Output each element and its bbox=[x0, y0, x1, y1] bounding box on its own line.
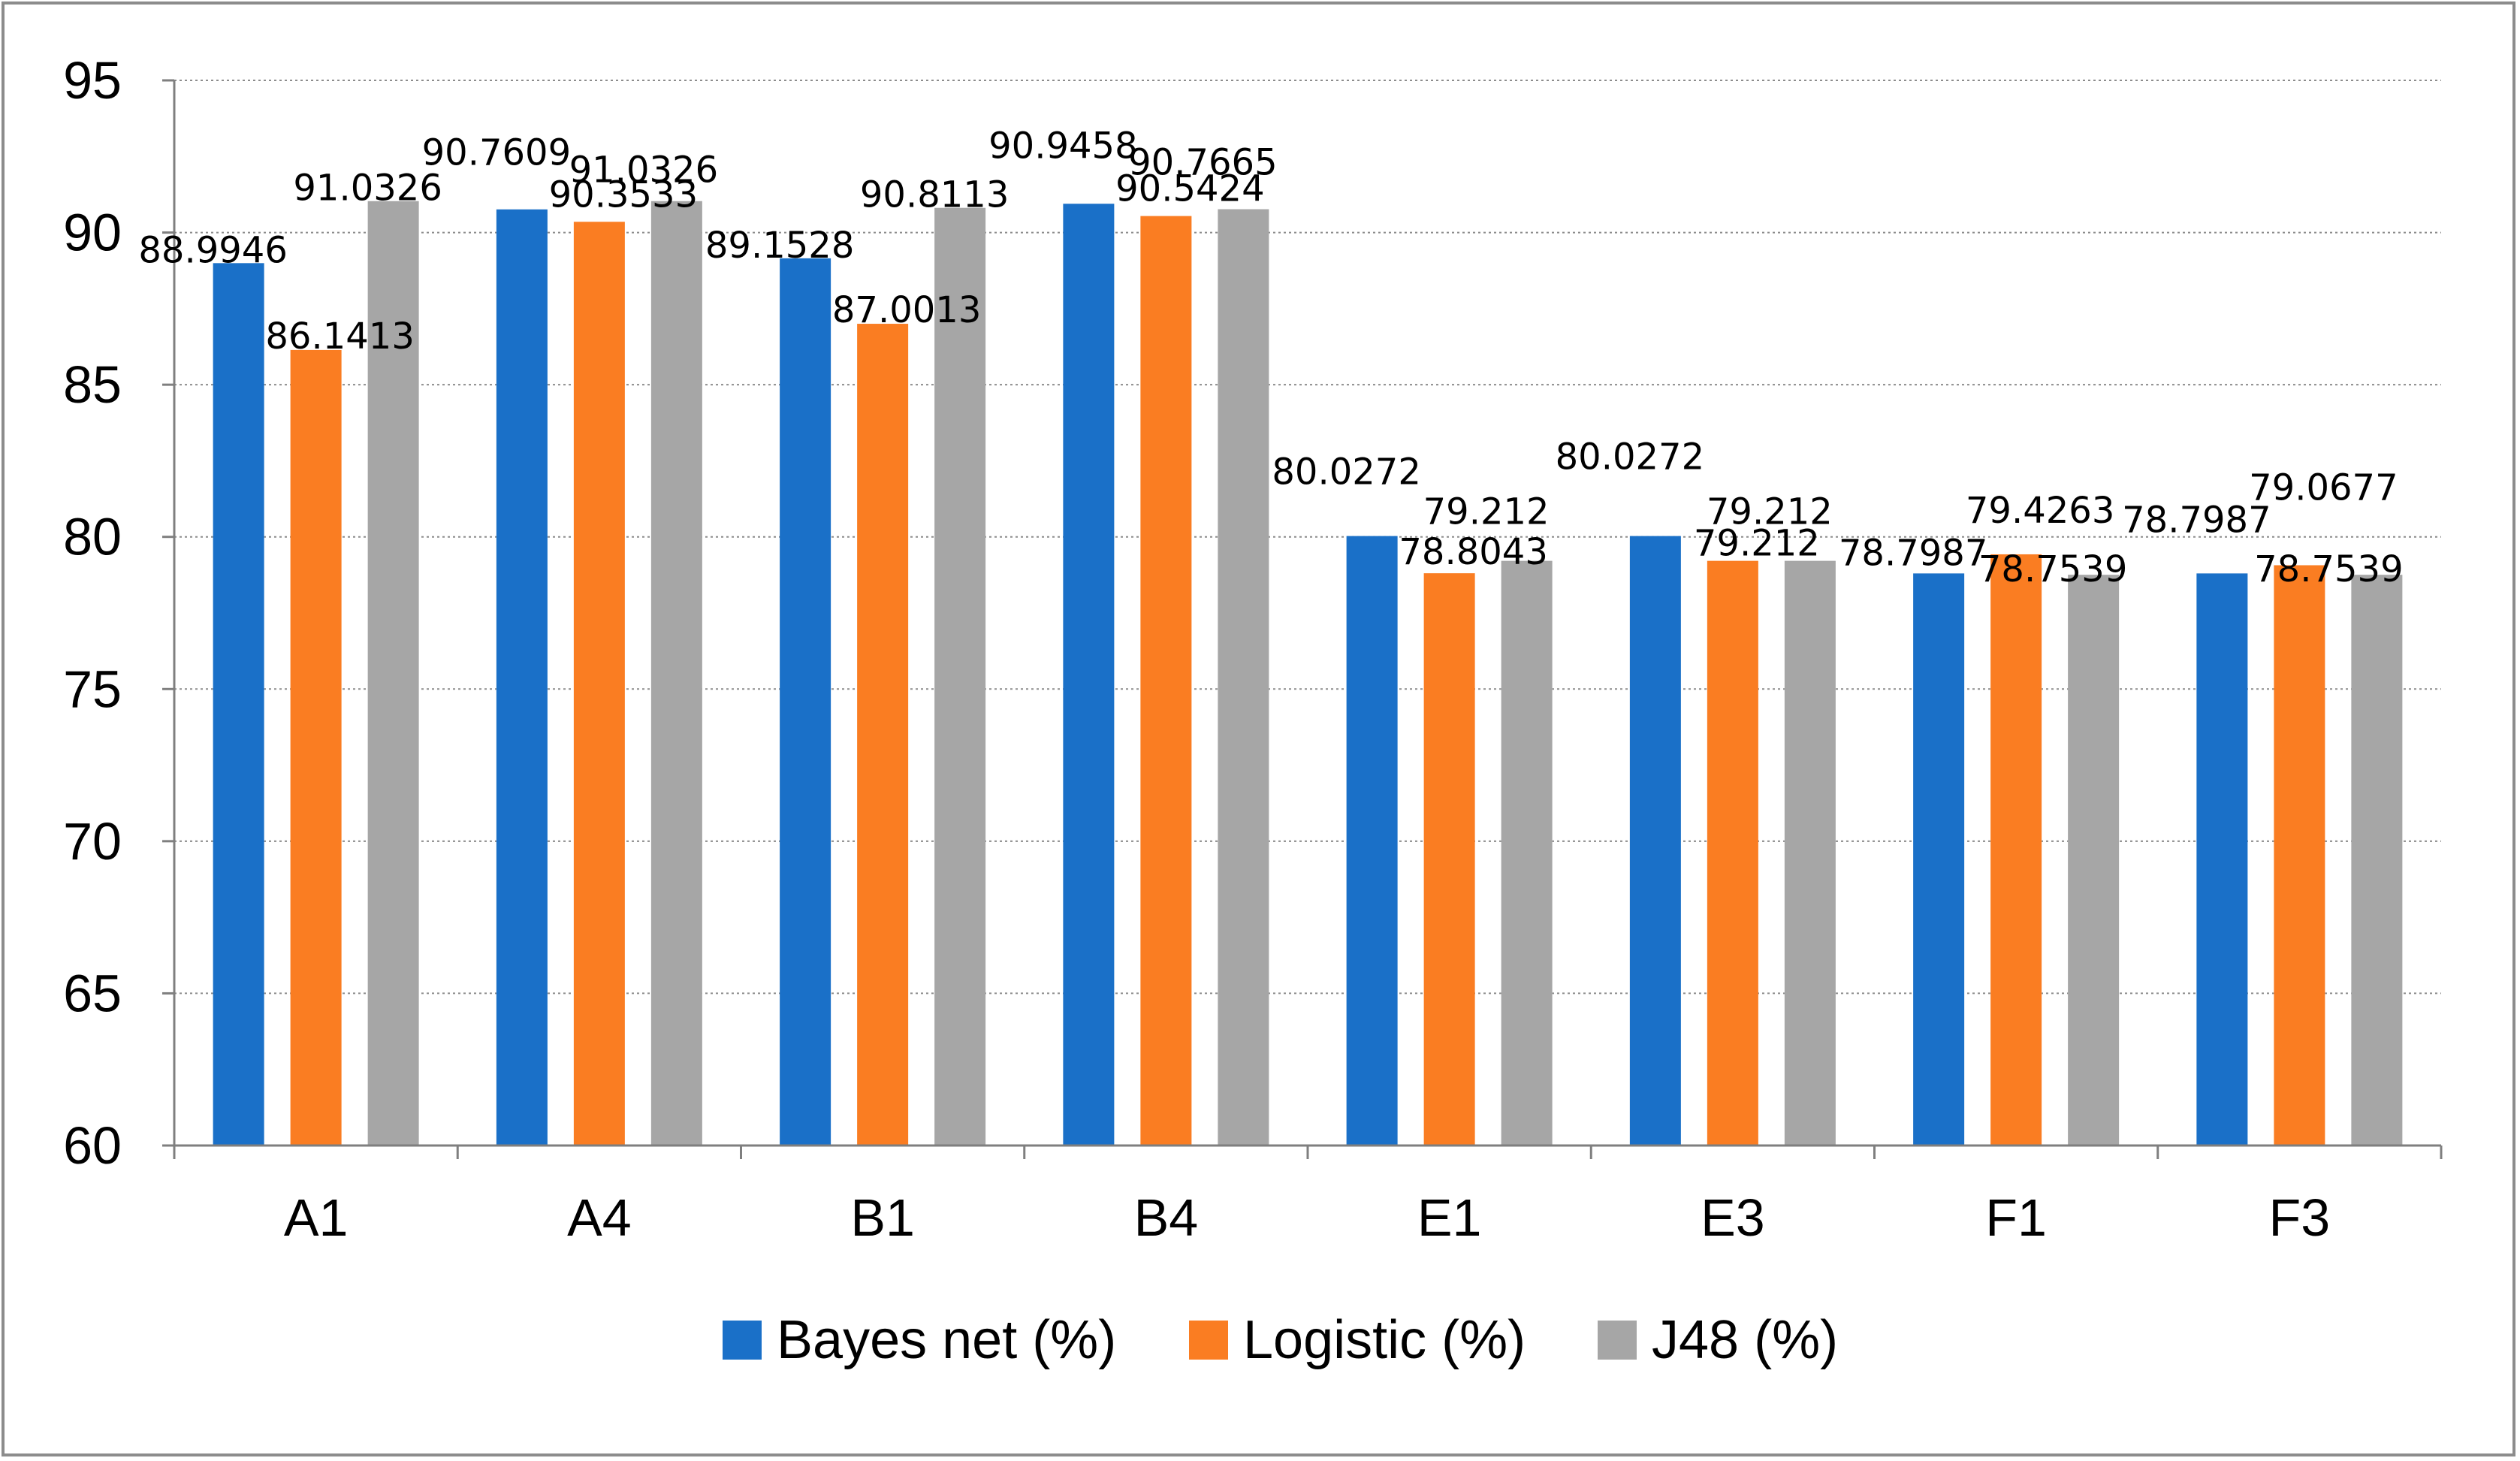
bars bbox=[213, 201, 2403, 1146]
legend-swatch-2 bbox=[1598, 1321, 1637, 1360]
data-label-B1-0: 89.1528 bbox=[705, 225, 855, 267]
x-tick-label: F3 bbox=[2269, 1188, 2331, 1247]
data-label-A4-2: 91.0326 bbox=[569, 149, 719, 192]
data-label-E3-0: 80.0272 bbox=[1556, 436, 1705, 478]
data-labels: 88.994686.141391.032690.760990.353391.03… bbox=[138, 125, 2403, 590]
y-tick-label: 90 bbox=[63, 204, 122, 262]
bar-E3-1 bbox=[1707, 560, 1758, 1146]
y-tick-label: 65 bbox=[63, 964, 122, 1022]
bar-A4-2 bbox=[650, 201, 702, 1146]
bar-E1-0 bbox=[1346, 536, 1398, 1146]
bar-A1-2 bbox=[367, 201, 419, 1146]
data-label-B4-2: 90.7665 bbox=[1128, 142, 1278, 184]
data-label-E1-0: 80.0272 bbox=[1272, 451, 1421, 494]
data-label-B4-1: 90.5424 bbox=[1115, 168, 1265, 210]
y-tick-label: 85 bbox=[63, 355, 122, 414]
bar-B1-0 bbox=[780, 258, 831, 1146]
y-tick-label: 95 bbox=[63, 51, 122, 110]
data-label-F1-2: 78.7539 bbox=[1978, 548, 2128, 590]
legend-swatch-0 bbox=[723, 1321, 762, 1360]
data-label-E1-2: 79.212 bbox=[1423, 491, 1550, 533]
legend-label-0: Bayes net (%) bbox=[777, 1310, 1116, 1370]
bar-F1-0 bbox=[1913, 573, 1965, 1146]
data-label-A1-2: 91.0326 bbox=[293, 168, 442, 210]
bar-E3-2 bbox=[1784, 560, 1836, 1146]
bar-A4-1 bbox=[573, 222, 625, 1146]
bar-A1-1 bbox=[290, 349, 342, 1146]
data-label-E3-1: 79.212 bbox=[1694, 523, 1820, 565]
axes: 60 65 70 75 80 85 90 95 A1 A4 B1 B4 E1 E3 F1 F3 bbox=[63, 51, 2443, 1247]
data-label-F3-2: 78.7539 bbox=[2254, 548, 2404, 590]
bar-F3-0 bbox=[2196, 573, 2248, 1146]
bar-A4-0 bbox=[496, 209, 548, 1146]
data-label-A4-1: 90.3533 bbox=[549, 174, 699, 216]
y-tick-label: 75 bbox=[63, 660, 122, 718]
bar-F3-1 bbox=[2274, 565, 2325, 1146]
bar-B1-1 bbox=[857, 324, 909, 1146]
data-label-B1-2: 90.8113 bbox=[860, 174, 1010, 216]
bar-F3-2 bbox=[2351, 575, 2403, 1146]
bar-B1-2 bbox=[934, 207, 986, 1146]
bar-B4-0 bbox=[1063, 204, 1115, 1146]
data-label-F1-0: 78.7987 bbox=[1839, 532, 1988, 574]
x-tick-label: F1 bbox=[1985, 1188, 2047, 1247]
data-label-E3-2: 79.212 bbox=[1707, 491, 1833, 533]
data-label-A1-0: 88.9946 bbox=[138, 229, 288, 271]
x-tick-label: B1 bbox=[850, 1188, 915, 1247]
bar-E3-0 bbox=[1629, 536, 1681, 1146]
x-tick-label: E1 bbox=[1417, 1188, 1482, 1247]
y-tick-label: 70 bbox=[63, 812, 122, 871]
bar-B4-1 bbox=[1140, 216, 1192, 1146]
x-tick-label: E3 bbox=[1701, 1188, 1765, 1247]
bar-E1-2 bbox=[1501, 560, 1553, 1146]
legend-swatch-1 bbox=[1189, 1321, 1228, 1360]
data-label-E1-1: 78.8043 bbox=[1399, 531, 1548, 573]
x-tick-label: B4 bbox=[1134, 1188, 1199, 1247]
x-tick-label: A1 bbox=[284, 1188, 349, 1247]
data-label-B1-1: 87.0013 bbox=[832, 289, 982, 331]
data-label-F3-0: 78.7987 bbox=[2122, 499, 2271, 541]
x-tick-label: A4 bbox=[567, 1188, 632, 1247]
data-label-F1-1: 79.4263 bbox=[1966, 490, 2115, 532]
gridlines bbox=[174, 80, 2441, 995]
y-tick-label: 80 bbox=[63, 508, 122, 566]
y-tick-label: 60 bbox=[63, 1116, 122, 1175]
legend-label-1: Logistic (%) bbox=[1243, 1310, 1526, 1370]
data-label-A4-0: 90.7609 bbox=[422, 132, 572, 174]
bar-B4-2 bbox=[1218, 209, 1269, 1146]
bar-F1-2 bbox=[2068, 575, 2120, 1146]
data-label-B4-0: 90.9458 bbox=[988, 125, 1138, 167]
bar-E1-1 bbox=[1423, 573, 1475, 1146]
data-label-A1-1: 86.1413 bbox=[265, 315, 415, 358]
data-label-F3-1: 79.0677 bbox=[2249, 466, 2398, 509]
legend-label-2: J48 (%) bbox=[1652, 1310, 1838, 1370]
bar-F1-1 bbox=[1990, 554, 2042, 1146]
legend: Bayes net (%) Logistic (%) J48 (%) bbox=[723, 1310, 1838, 1370]
bar-A1-0 bbox=[213, 263, 264, 1146]
